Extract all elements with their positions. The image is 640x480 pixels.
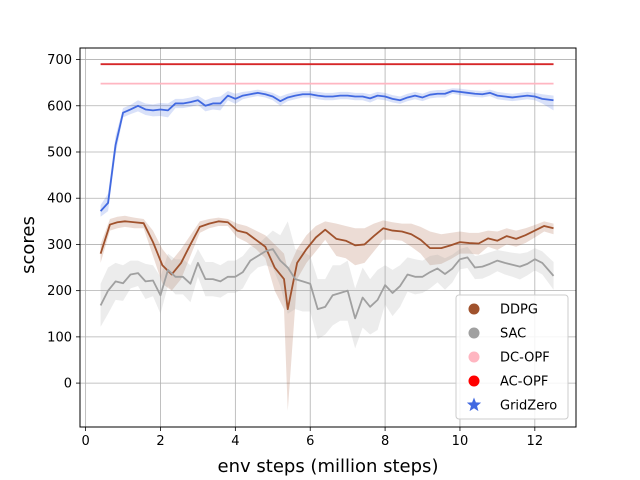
y-axis-label: scores bbox=[18, 216, 39, 274]
y-tick-label: 400 bbox=[47, 192, 72, 207]
y-tick-label: 100 bbox=[47, 330, 72, 345]
sac-legend-marker bbox=[468, 327, 480, 339]
sac-band bbox=[100, 221, 554, 349]
x-tick-label: 12 bbox=[527, 434, 544, 449]
y-tick-label: 0 bbox=[64, 377, 72, 392]
ddpg-legend-marker bbox=[468, 303, 480, 315]
x-tick-label: 10 bbox=[452, 434, 469, 449]
y-axis-ticks: 0 100 200 300 400 500 600 700 bbox=[47, 53, 80, 392]
dc-opf-legend-marker bbox=[468, 351, 480, 363]
ddpg-line bbox=[99, 220, 554, 311]
plot-frame bbox=[79, 47, 577, 428]
x-tick-label: 0 bbox=[81, 434, 89, 449]
y-tick-label: 600 bbox=[47, 99, 72, 114]
y-tick-label: 200 bbox=[47, 284, 72, 299]
y-tick-label: 700 bbox=[47, 53, 72, 68]
x-tick-label: 6 bbox=[306, 434, 314, 449]
y-tick-label: 500 bbox=[47, 145, 72, 160]
ac-opf-legend-marker bbox=[468, 375, 480, 387]
x-axis-label: env steps (million steps) bbox=[218, 456, 439, 477]
sac-line bbox=[99, 248, 555, 320]
x-tick-label: 4 bbox=[231, 434, 239, 449]
gridzero-line bbox=[99, 90, 554, 212]
dc-opf-legend-label: DC-OPF bbox=[500, 351, 550, 366]
y-tick-label: 300 bbox=[47, 238, 72, 253]
x-axis-ticks: 0 2 4 6 8 10 12 bbox=[81, 427, 543, 449]
ddpg-band bbox=[100, 215, 554, 411]
gridzero-legend-label: GridZero bbox=[500, 399, 557, 414]
legend: DDPG SAC DC-OPF AC-OPF GridZero bbox=[455, 294, 569, 420]
ddpg-legend-label: DDPG bbox=[500, 303, 538, 318]
gridzero-legend-marker bbox=[466, 397, 482, 412]
confidence-bands bbox=[100, 88, 554, 411]
legend-box bbox=[455, 294, 569, 420]
sac-legend-label: SAC bbox=[500, 327, 526, 342]
x-tick-label: 8 bbox=[381, 434, 389, 449]
series-lines bbox=[99, 63, 555, 320]
x-tick-label: 2 bbox=[156, 434, 164, 449]
grid-lines bbox=[80, 48, 576, 427]
ac-opf-legend-label: AC-OPF bbox=[500, 375, 548, 390]
